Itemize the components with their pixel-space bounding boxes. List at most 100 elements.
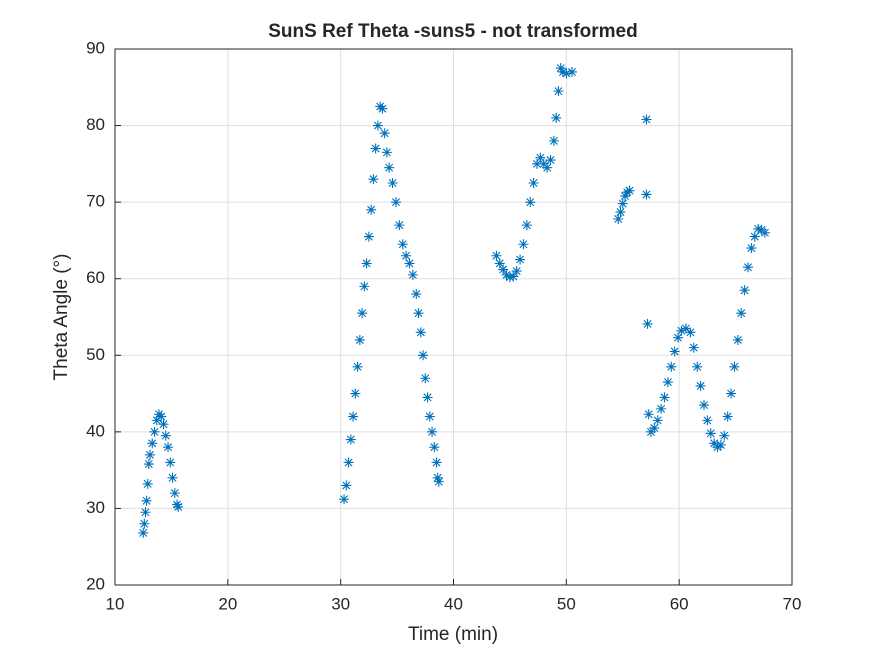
x-tick-label: 70 [783,594,802,613]
data-point [359,281,370,292]
x-tick-label: 60 [670,594,689,613]
data-point [673,332,684,343]
data-point [749,231,760,242]
data-point [413,308,424,319]
data-point [377,103,388,114]
data-point [390,197,401,208]
x-tick-label: 20 [218,594,237,613]
data-point [141,495,152,506]
data-point [172,499,183,510]
data-point [384,162,395,173]
x-tick-label: 50 [557,594,576,613]
data-point [515,254,526,265]
data-point [163,442,174,453]
y-tick-label: 60 [86,268,105,287]
data-point [641,114,652,125]
data-point [551,112,562,123]
data-point [418,350,429,361]
data-point [511,266,522,277]
data-point [366,204,377,215]
data-point [169,488,180,499]
data-point [705,428,716,439]
data-point [139,518,150,529]
x-axis-label: Time (min) [408,624,498,645]
data-point [645,426,656,437]
data-point [429,442,440,453]
data-point [140,507,151,518]
x-tick-label: 10 [106,594,125,613]
data-point [615,207,626,218]
data-point [348,411,359,422]
data-point [521,220,532,231]
data-point [350,388,361,399]
data-point [508,271,519,282]
data-point [401,250,412,261]
data-point [415,327,426,338]
data-point [652,415,663,426]
y-tick-label: 20 [86,574,105,593]
data-point [742,262,753,273]
data-point [531,158,542,169]
data-point [411,289,422,300]
data-point [538,158,549,169]
data-point [736,308,747,319]
data-point [676,325,687,336]
axes-box [114,48,793,586]
data-point [363,231,374,242]
data-point [339,494,350,505]
data-point [142,478,153,489]
data-point [422,392,433,403]
data-point [729,361,740,372]
data-point [494,258,505,269]
data-point [357,308,368,319]
data-point [643,409,654,420]
data-point [688,342,699,353]
data-point [372,120,383,131]
data-point [151,415,162,426]
data-point [397,239,408,250]
data-point [557,66,568,77]
data-point [341,480,352,491]
data-point [542,162,553,173]
data-point [404,258,415,269]
data-point [420,373,431,384]
data-point [662,377,673,388]
data-point [352,361,363,372]
y-tick-label: 80 [86,115,105,134]
data-point [548,135,559,146]
data-point [160,430,171,441]
data-point [561,68,572,79]
data-point [753,223,764,234]
data-point [158,419,169,430]
data-point [545,155,556,166]
data-point [659,392,670,403]
data-point [685,327,696,338]
data-point [143,459,154,470]
data-point [719,430,730,441]
data-point [739,285,750,296]
data-point [504,272,515,283]
data-point [656,403,667,414]
data-point [566,66,577,77]
data-point [424,411,435,422]
data-point [144,449,155,460]
y-tick-label: 90 [86,38,105,57]
data-point [722,411,733,422]
data-point [553,86,564,97]
data-point [354,334,365,345]
data-point [433,476,444,487]
data-point [555,63,566,74]
data-point [343,457,354,468]
data-point [624,185,635,196]
data-point [726,388,737,399]
data-point [709,438,720,449]
data-point [394,220,405,231]
data-point [138,527,149,538]
data-point [368,174,379,185]
data-point [641,189,652,200]
data-point [427,426,438,437]
